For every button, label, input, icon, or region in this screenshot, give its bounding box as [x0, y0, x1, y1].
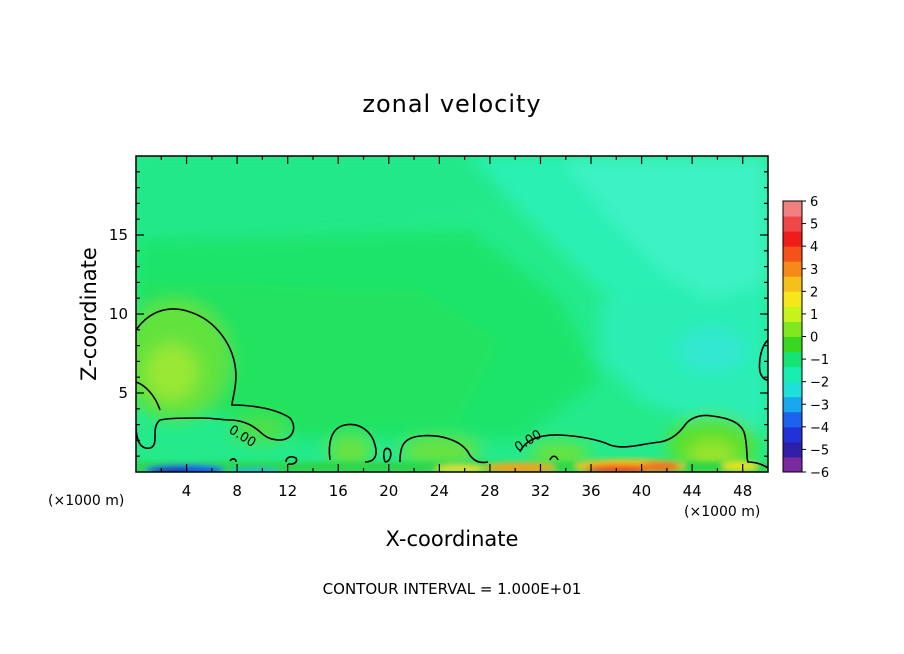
contour-6 — [549, 455, 559, 461]
contour-interval-text: CONTOUR INTERVAL = 1.000E+01 — [323, 580, 582, 598]
colorbar-swatch — [783, 201, 802, 217]
x-tick-label: 32 — [531, 482, 550, 500]
colorbar-swatch — [783, 261, 802, 277]
field-surface-jets — [136, 459, 768, 472]
x-tick-label: 36 — [581, 482, 600, 500]
y-tick-label: 15 — [109, 226, 128, 244]
colorbar-swatch — [783, 351, 802, 368]
colorbar-swatch — [783, 426, 802, 443]
colorbar-swatch — [783, 231, 802, 247]
jet-pos-3 — [585, 465, 655, 472]
x-unit-left: (×1000 m) — [48, 493, 124, 509]
y-tick-label: 10 — [109, 305, 128, 323]
x-tick-label: 44 — [683, 482, 702, 500]
colorbar-label: 2 — [810, 285, 818, 300]
colorbar-label: −1 — [810, 353, 829, 368]
contour-5 — [229, 458, 237, 463]
y-axis-ticks: 5 10 15 — [109, 171, 768, 457]
colorbar-label: 1 — [810, 308, 818, 323]
contour-7 — [519, 414, 768, 469]
colorbar-swatch — [783, 216, 802, 232]
colorbar-swatch — [783, 276, 802, 292]
colorbar-label: 5 — [810, 218, 818, 233]
colorbar-swatch — [783, 321, 802, 337]
x-axis-ticks: 4 8 12 16 20 24 28 32 36 40 44 48 — [160, 156, 752, 500]
colorbar-label: −3 — [810, 398, 829, 413]
x-unit-right: (×1000 m) — [684, 504, 760, 520]
field-smooth — [136, 156, 768, 472]
x-tick-label: 4 — [182, 482, 192, 500]
colorbar-label: −5 — [810, 443, 829, 458]
x-axis-label: X-coordinate — [386, 527, 519, 551]
jet-pos-1 — [485, 463, 555, 472]
colorbar-label: −6 — [810, 466, 829, 481]
field-green-band — [136, 280, 500, 430]
contour-1 — [328, 423, 377, 463]
contour-left-2 — [136, 381, 161, 411]
jet-pos-6 — [435, 465, 485, 472]
field-cyan-right — [560, 156, 768, 300]
colorbar-label: −4 — [810, 421, 829, 436]
y-axis-label: Z-coordinate — [77, 247, 101, 381]
jet-pos-4 — [640, 462, 680, 472]
jet-negative-core — [150, 468, 190, 472]
y-tick-label: 5 — [118, 384, 128, 402]
colorbar: 6 5 4 3 2 1 0 −1 −2 −3 −4 −5 −6 — [782, 195, 829, 481]
colorbar-swatch — [783, 366, 802, 383]
field-top-left — [136, 156, 500, 240]
x-tick-label: 24 — [430, 482, 449, 500]
x-tick-label: 28 — [480, 482, 499, 500]
x-tick-label: 40 — [632, 482, 651, 500]
colorbar-swatch — [783, 306, 802, 322]
field-blob-left-core — [146, 344, 198, 400]
colorbar-swatch — [783, 336, 802, 353]
chart-title: zonal velocity — [362, 90, 541, 118]
colorbar-label: 6 — [810, 195, 818, 210]
zero-contours — [136, 308, 768, 469]
jet-pos-5 — [722, 461, 758, 471]
colorbar-swatch — [783, 291, 802, 307]
x-tick-label: 48 — [733, 482, 752, 500]
colorbar-swatch — [783, 441, 802, 458]
x-tick-label: 20 — [379, 482, 398, 500]
colorbar-label: 3 — [810, 263, 818, 278]
colorbar-label: −2 — [810, 376, 829, 391]
colorbar-swatch — [783, 456, 802, 473]
field-blob-1 — [328, 436, 372, 468]
contour-left — [136, 308, 295, 449]
plot-area: 0.00 0.00 — [136, 156, 768, 472]
colorbar-label: 4 — [810, 240, 818, 255]
contour-right-edge — [758, 339, 768, 381]
contour-4 — [285, 455, 298, 465]
contour-3 — [399, 434, 489, 464]
colorbar-label: 0 — [810, 331, 818, 346]
colorbar-swatch — [783, 381, 802, 398]
colorbar-swatch — [783, 396, 802, 413]
x-tick-label: 12 — [278, 482, 297, 500]
x-tick-label: 8 — [232, 482, 242, 500]
field-cyan-spot — [677, 328, 747, 372]
colorbar-swatch — [783, 246, 802, 262]
colorbar-swatch — [783, 411, 802, 428]
contour-2 — [383, 447, 392, 463]
x-tick-label: 16 — [329, 482, 348, 500]
